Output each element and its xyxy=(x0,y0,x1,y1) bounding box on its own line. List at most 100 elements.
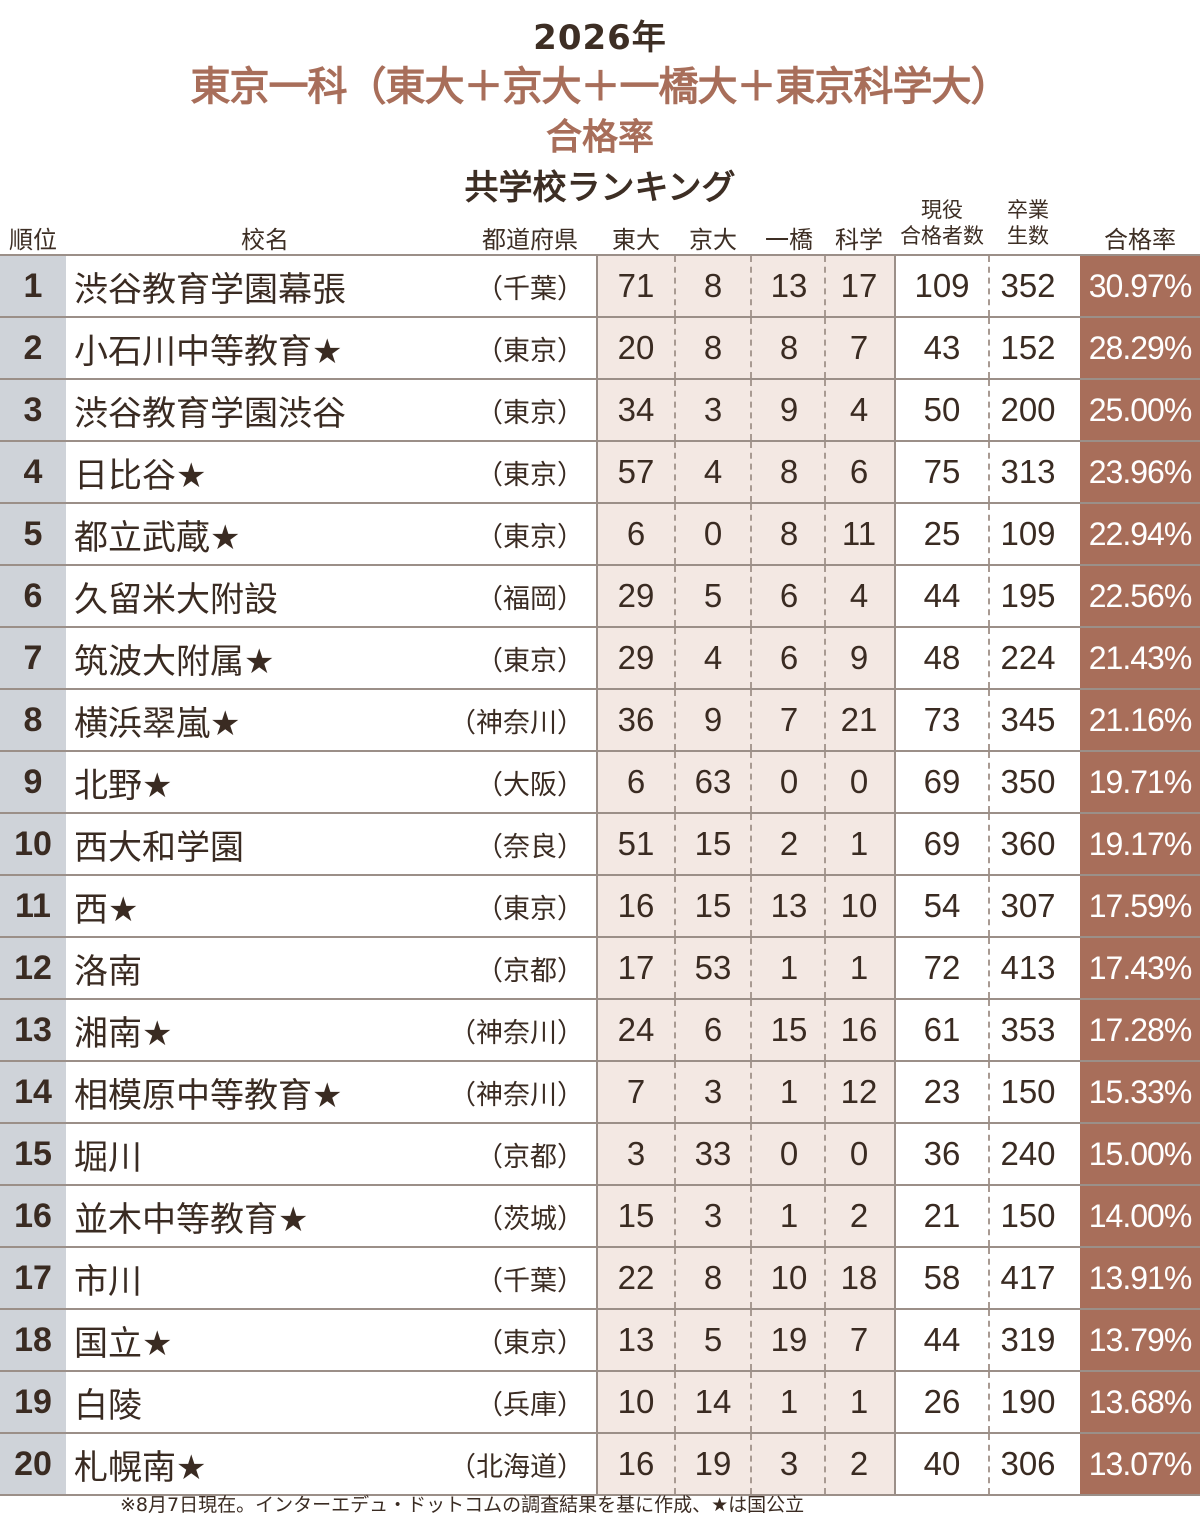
numbers-background xyxy=(597,318,894,378)
numbers-background xyxy=(597,442,894,502)
kyodai-count: 15 xyxy=(694,887,732,924)
footnote: ※8月7日現在。インターエデュ・ドットコムの調査結果を基に作成、★は国公立 xyxy=(120,1494,805,1516)
kyodai-count: 5 xyxy=(703,1321,723,1358)
rank-cell: 16 xyxy=(0,1186,66,1246)
column-divider xyxy=(824,938,826,998)
column-divider xyxy=(596,442,598,502)
school-name: 日比谷★ xyxy=(74,455,207,496)
column-divider xyxy=(988,504,990,564)
column-divider xyxy=(894,1062,896,1122)
column-divider xyxy=(596,1186,598,1246)
column-divider xyxy=(894,442,896,502)
rank-cell: 15 xyxy=(0,1124,66,1184)
column-divider xyxy=(596,1434,598,1494)
column-divider xyxy=(674,1434,676,1494)
column-divider xyxy=(674,628,676,688)
column-divider xyxy=(988,1186,990,1246)
column-divider xyxy=(750,752,752,812)
column-divider xyxy=(824,1434,826,1494)
column-divider xyxy=(750,1000,752,1060)
graduates: 417 xyxy=(1000,1259,1056,1296)
column-divider xyxy=(988,1434,990,1494)
header-genneki-line1: 現役 xyxy=(921,198,963,222)
table-row: 8 横浜翠嵐★ （神奈川） 36 9 7 21 73 345 21.16% xyxy=(0,690,1200,752)
column-divider xyxy=(988,938,990,998)
column-divider xyxy=(750,566,752,626)
column-divider xyxy=(750,318,752,378)
column-divider xyxy=(750,1124,752,1184)
todai-count: 34 xyxy=(617,391,655,428)
kagaku-count: 21 xyxy=(840,701,878,738)
title-year: 2026年 xyxy=(533,18,667,58)
prefecture: （千葉） xyxy=(476,1265,584,1297)
graduates: 195 xyxy=(1000,577,1056,614)
column-divider xyxy=(894,1434,896,1494)
todai-count: 7 xyxy=(626,1073,646,1110)
header-name: 校名 xyxy=(241,226,289,254)
numbers-background xyxy=(597,1062,894,1122)
title-rate: 合格率 xyxy=(545,117,654,158)
rank-cell: 9 xyxy=(0,752,66,812)
graduates: 353 xyxy=(1000,1011,1056,1048)
column-divider xyxy=(750,256,752,316)
kyodai-count: 8 xyxy=(703,1259,723,1296)
column-divider xyxy=(750,1186,752,1246)
rank-cell: 4 xyxy=(0,442,66,502)
column-divider xyxy=(674,938,676,998)
rank-cell: 18 xyxy=(0,1310,66,1370)
rank-cell: 10 xyxy=(0,814,66,874)
prefecture: （東京） xyxy=(476,521,584,553)
pass-rate: 15.00% xyxy=(1080,1124,1200,1184)
numbers-background xyxy=(597,752,894,812)
prefecture: （東京） xyxy=(476,459,584,491)
hitotsubashi-count: 9 xyxy=(779,391,799,428)
todai-count: 6 xyxy=(626,515,646,552)
kyodai-count: 4 xyxy=(703,639,723,676)
numbers-background xyxy=(597,628,894,688)
header-sotsu: 卒業 生数 xyxy=(988,192,1068,254)
graduates: 224 xyxy=(1000,639,1056,676)
rank-cell: 3 xyxy=(0,380,66,440)
column-divider xyxy=(824,876,826,936)
column-divider xyxy=(596,1062,598,1122)
column-divider xyxy=(674,442,676,502)
table-row: 1 渋谷教育学園幕張 （千葉） 71 8 13 17 109 352 30.97% xyxy=(0,254,1200,318)
column-divider xyxy=(988,1124,990,1184)
rank-cell: 5 xyxy=(0,504,66,564)
column-divider xyxy=(674,814,676,874)
column-divider xyxy=(988,752,990,812)
column-divider xyxy=(674,1372,676,1432)
column-divider xyxy=(596,628,598,688)
kagaku-count: 10 xyxy=(840,887,878,924)
graduates: 150 xyxy=(1000,1073,1056,1110)
kyodai-count: 15 xyxy=(694,825,732,862)
pass-rate: 15.33% xyxy=(1080,1062,1200,1122)
column-divider xyxy=(894,690,896,750)
column-divider xyxy=(750,814,752,874)
kagaku-count: 1 xyxy=(849,825,869,862)
school-name: 札幌南★ xyxy=(74,1447,207,1488)
hitotsubashi-count: 10 xyxy=(770,1259,808,1296)
column-divider xyxy=(824,814,826,874)
pass-rate: 22.94% xyxy=(1080,504,1200,564)
rank-cell: 2 xyxy=(0,318,66,378)
column-divider xyxy=(750,938,752,998)
numbers-background xyxy=(597,1248,894,1308)
kagaku-count: 12 xyxy=(840,1073,878,1110)
kyodai-count: 63 xyxy=(694,763,732,800)
graduates: 319 xyxy=(1000,1321,1056,1358)
rank-cell: 8 xyxy=(0,690,66,750)
school-name: 都立武蔵★ xyxy=(74,517,241,558)
prefecture: （千葉） xyxy=(476,273,584,305)
table-row: 7 筑波大附属★ （東京） 29 4 6 9 48 224 21.43% xyxy=(0,628,1200,690)
column-divider xyxy=(596,1124,598,1184)
numbers-background xyxy=(597,1434,894,1494)
todai-count: 10 xyxy=(617,1383,655,1420)
numbers-background xyxy=(597,256,894,316)
column-divider xyxy=(988,1062,990,1122)
header-sotsu-line1: 卒業 xyxy=(1007,198,1049,222)
pass-rate: 21.43% xyxy=(1080,628,1200,688)
table-row: 17 市川 （千葉） 22 8 10 18 58 417 13.91% xyxy=(0,1248,1200,1310)
column-divider xyxy=(894,1248,896,1308)
column-divider xyxy=(894,1372,896,1432)
